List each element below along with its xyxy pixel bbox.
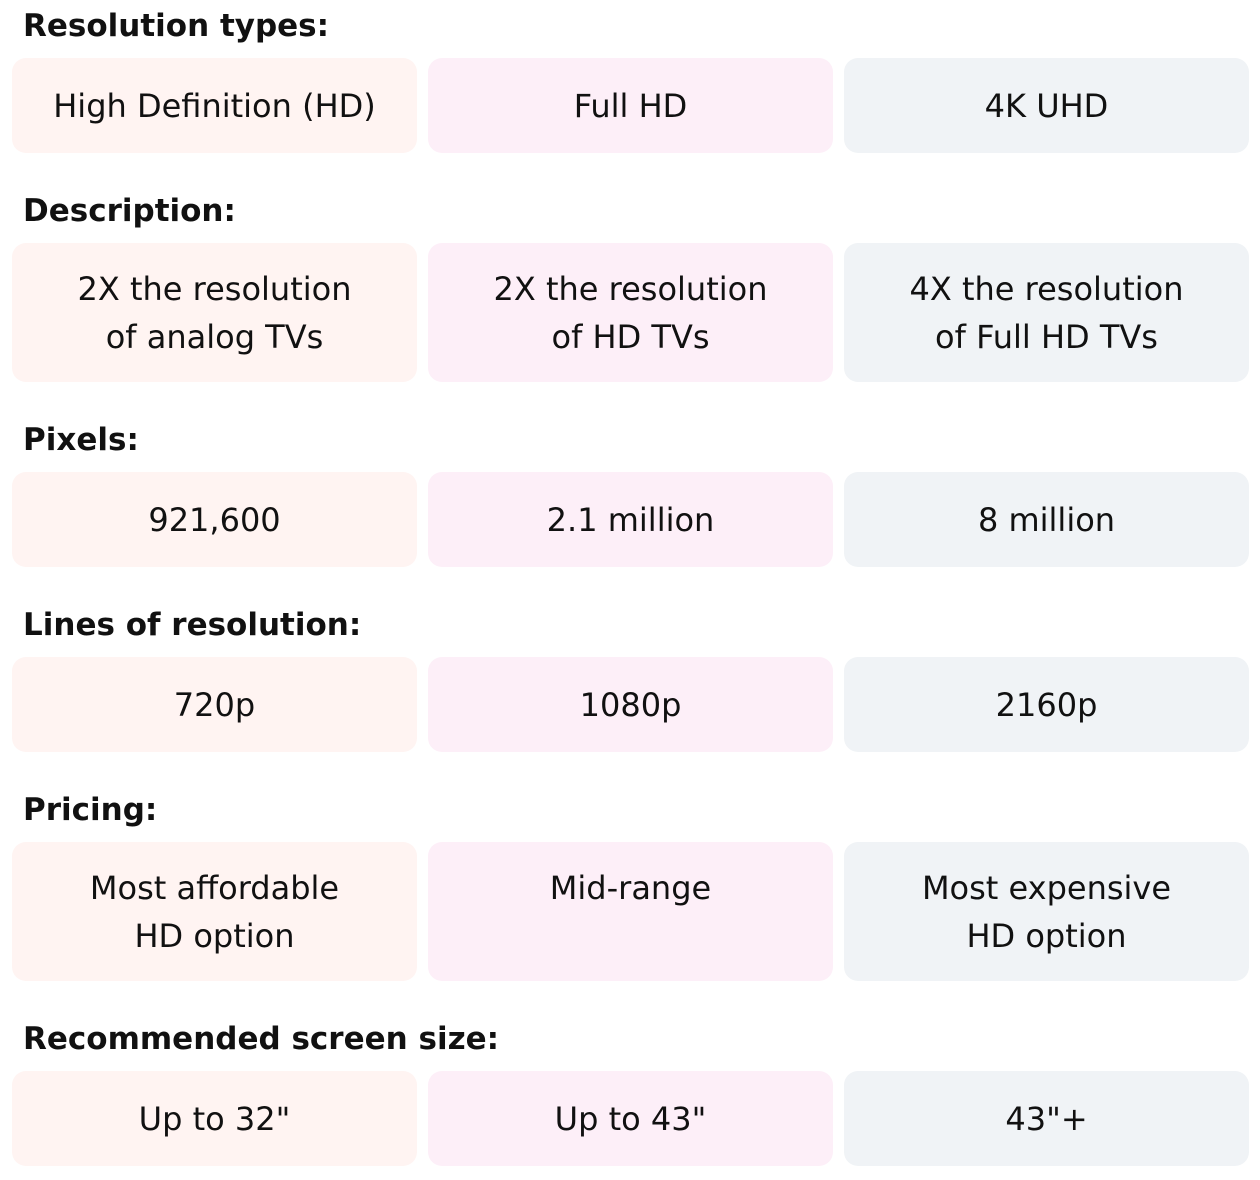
cell: 2.1 million [428,472,833,567]
cell-text: 2.1 million [546,501,715,539]
section: Recommended screen size: Up to 32" Up to 4… [12,1013,1249,1166]
cell: 4K UHD [844,58,1249,153]
section: Description: 2X the resolution of analog T… [12,185,1249,382]
cell-row: 921,600 2.1 million 8 million [12,472,1249,567]
cell-text: HD option [134,917,295,955]
cell-text: Most affordable [89,869,340,907]
cell: Mid-range [428,842,833,981]
section-heading: Recommended screen size: [23,1021,500,1057]
cell: High Definition (HD) [12,58,417,153]
cell-text: Most expensive [921,869,1172,907]
cell: Most expensive HD option [844,842,1249,981]
cell-text: Mid-range [549,869,712,907]
cell-text: of HD TVs [551,318,710,356]
cell-text: HD option [966,917,1127,955]
section-heading: Pricing: [23,792,158,828]
cell: 43"+ [844,1071,1249,1166]
cell-text: of Full HD TVs [935,318,1158,356]
section-heading: Resolution types: [23,8,330,44]
cell-text: 8 million [977,501,1116,539]
cell-row: 720p 1080p 2160p [12,657,1249,752]
section: Pricing: Most affordable HD option Mid-rang… [12,784,1249,981]
cell-text: Full HD [573,87,688,125]
section: Resolution types: High Definition (HD) Ful… [12,0,1249,153]
cell-text: 1080p [579,686,682,724]
cell-row: Up to 32" Up to 43" 43"+ [12,1071,1249,1166]
section-heading: Pixels: [23,422,139,458]
cell-text: Up to 43" [554,1100,707,1138]
cell: 2160p [844,657,1249,752]
cell-row: 2X the resolution of analog TVs 2X the res… [12,243,1249,382]
cell-text: 43"+ [1005,1100,1088,1138]
cell-text: of analog TVs [105,318,324,356]
cell-row: Most affordable HD option Mid-range Most ex… [12,842,1249,981]
section-heading: Description: [23,193,236,229]
cell: Up to 43" [428,1071,833,1166]
cell: Up to 32" [12,1071,417,1166]
cell: 2X the resolution of HD TVs [428,243,833,382]
cell: 921,600 [12,472,417,567]
section: Lines of resolution: 720p 1080p 2160p [12,599,1249,752]
cell-text: 2160p [995,686,1098,724]
cell: 8 million [844,472,1249,567]
cell: 2X the resolution of analog TVs [12,243,417,382]
cell: 720p [12,657,417,752]
section: Pixels: 921,600 2.1 million 8 million [12,414,1249,567]
cell-text: 2X the resolution [493,270,768,308]
cell-text: 2X the resolution [77,270,352,308]
cell-text: 921,600 [148,501,281,539]
section-heading: Lines of resolution: [23,607,362,643]
cell-text: 720p [173,686,256,724]
cell-text: 4X the resolution [909,270,1184,308]
cell-row: High Definition (HD) Full HD 4K UHD [12,58,1249,153]
cell-text: High Definition (HD) [53,87,376,125]
cell: 1080p [428,657,833,752]
cell: Full HD [428,58,833,153]
cell: Most affordable HD option [12,842,417,981]
cell: 4X the resolution of Full HD TVs [844,243,1249,382]
cell-text: 4K UHD [984,87,1109,125]
cell-text: Up to 32" [138,1100,291,1138]
